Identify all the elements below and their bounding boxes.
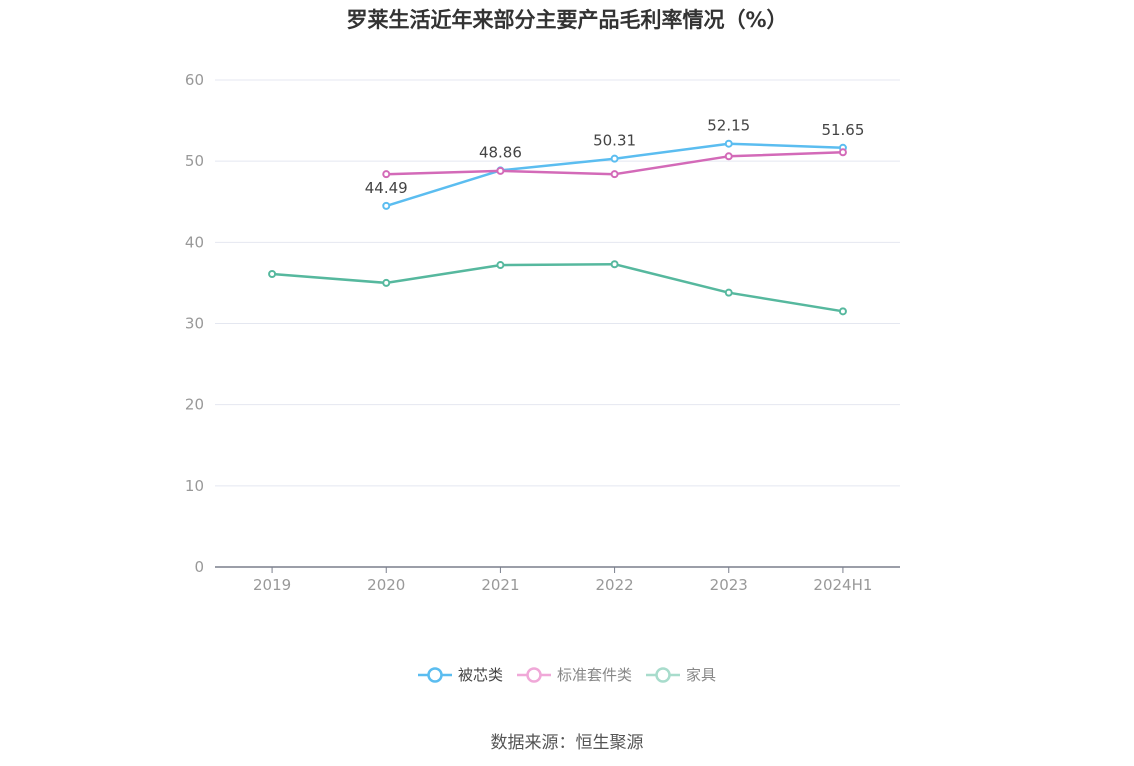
label-layer: 44.49 48.86 50.31 52.15 51.65 (365, 117, 865, 197)
y-tick-label: 50 (185, 152, 204, 170)
y-tick-label: 30 (185, 315, 204, 333)
legend-marker-icon (646, 666, 680, 683)
y-tick-label: 0 (194, 558, 204, 576)
data-label: 52.15 (707, 117, 750, 135)
legend-marker-icon (516, 666, 551, 683)
legend-circle (427, 666, 443, 683)
legend: 被芯类 标准套件类 家具 (0, 664, 1134, 685)
series-layer (268, 139, 847, 316)
y-tick-label: 10 (185, 477, 204, 495)
series-line-3 (272, 262, 844, 313)
data-point (268, 269, 277, 278)
legend-item-3[interactable]: 家具 (646, 664, 716, 685)
x-tick-label: 2022 (595, 576, 633, 594)
data-label: 48.86 (479, 143, 522, 161)
y-tick-label: 40 (185, 233, 204, 251)
data-point (838, 148, 847, 157)
legend-marker-icon (417, 666, 452, 683)
legend-label: 标准套件类 (556, 666, 632, 684)
legend-label: 家具 (686, 666, 717, 684)
data-point (610, 170, 619, 179)
source-line: 数据来源：恒生聚源 (490, 733, 644, 753)
legend-circle (655, 666, 671, 683)
data-point (496, 261, 505, 270)
data-point (382, 201, 391, 210)
data-label: 51.65 (821, 121, 864, 139)
data-label: 44.49 (365, 179, 408, 197)
legend-label: 被芯类 (457, 666, 503, 684)
x-tick-label: 2023 (710, 576, 748, 594)
x-tick-label: 2024H1 (813, 576, 872, 594)
data-point (838, 307, 847, 316)
chart-title: 罗莱生活近年来部分主要产品毛利率情况（%） (346, 8, 788, 32)
data-point (610, 154, 619, 163)
legend-circle (526, 666, 542, 683)
y-tick-label: 20 (185, 396, 204, 414)
data-label: 50.31 (593, 132, 636, 150)
x-tick-label: 2019 (253, 576, 291, 594)
x-tick-label: 2020 (367, 576, 405, 594)
data-point (724, 288, 733, 297)
legend-item-1[interactable]: 被芯类 (417, 664, 503, 685)
x-tick-label: 2021 (481, 576, 519, 594)
data-point (382, 170, 391, 179)
data-point (724, 152, 733, 161)
data-point (496, 166, 505, 175)
y-tick-label: 60 (185, 71, 204, 89)
data-point (610, 260, 619, 269)
grid-layer (215, 79, 900, 487)
axis-layer: 0 10 20 30 40 50 60 2019 2020 2021 2022 2023 2024H1 (185, 71, 900, 594)
data-point (724, 139, 733, 148)
legend-item-2[interactable]: 标准套件类 (516, 664, 632, 685)
data-point (382, 278, 391, 287)
